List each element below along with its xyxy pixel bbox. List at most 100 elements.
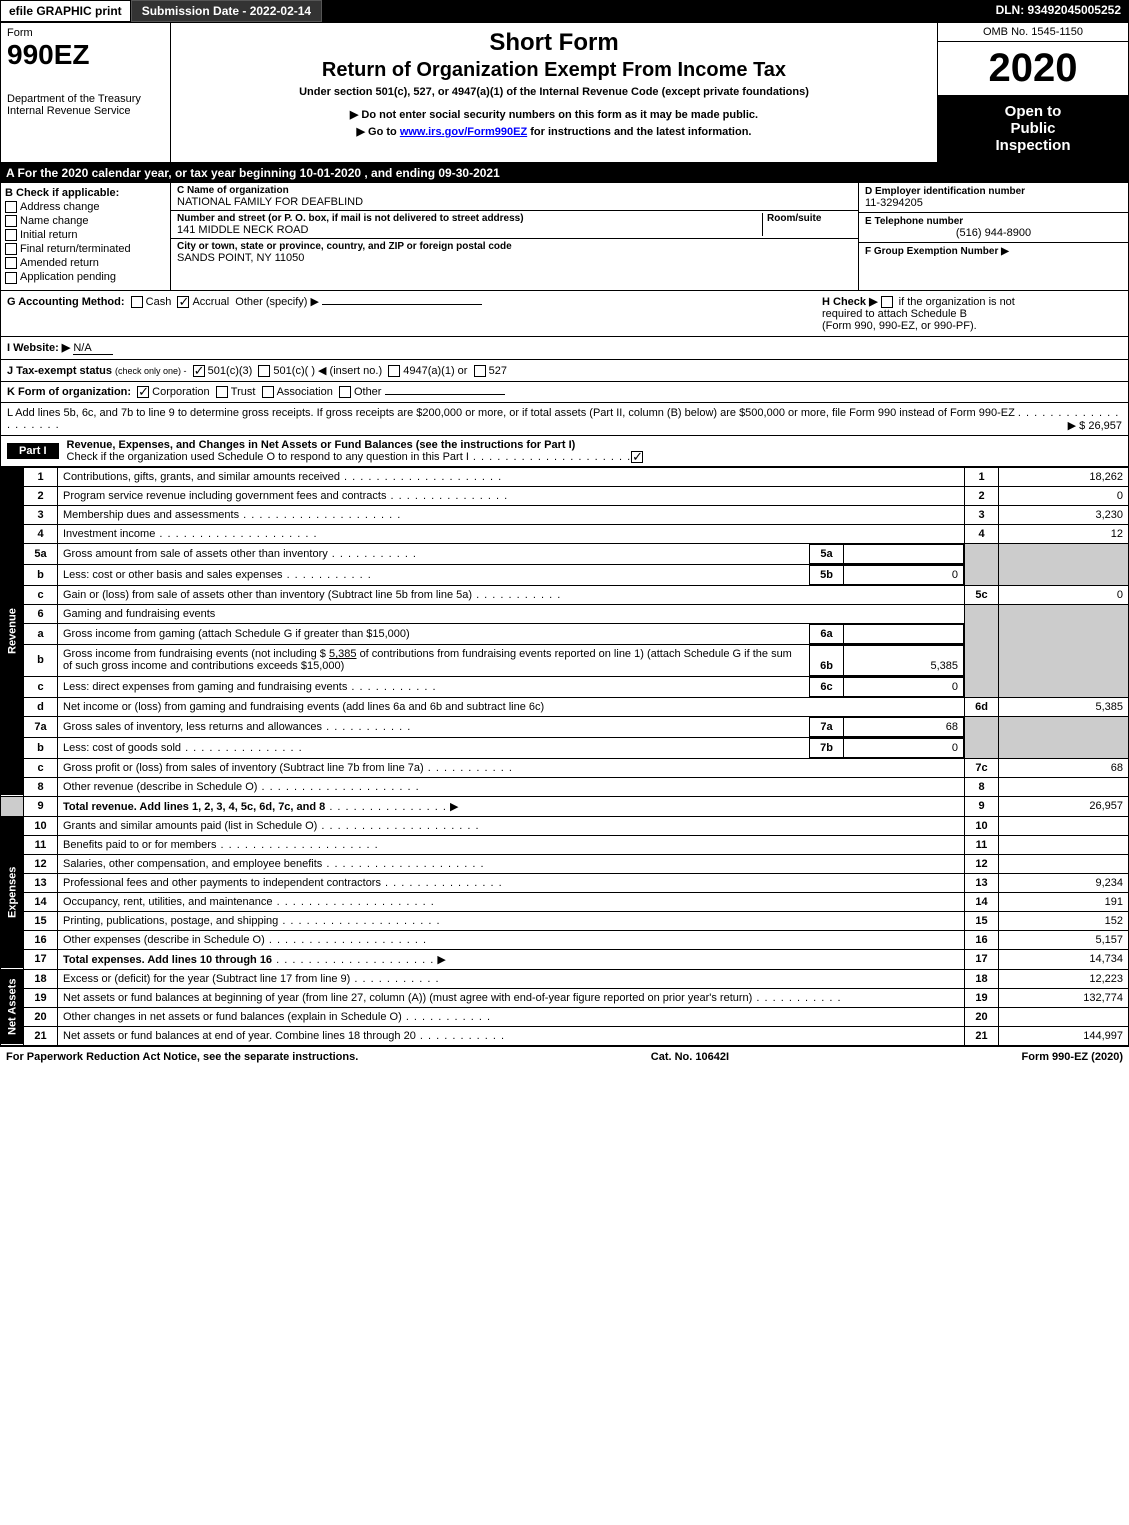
table-row: 2Program service revenue including gover… xyxy=(1,486,1129,505)
corporation-label: Corporation xyxy=(152,386,209,398)
4947-checkbox[interactable] xyxy=(388,365,400,377)
address-change-checkbox[interactable] xyxy=(5,201,17,213)
section-bcd: B Check if applicable: Address change Na… xyxy=(0,183,1129,291)
l4-val: 12 xyxy=(999,524,1129,543)
form-label: Form xyxy=(7,27,164,39)
l18-desc: Excess or (deficit) for the year (Subtra… xyxy=(63,973,350,985)
ein-label: D Employer identification number xyxy=(865,186,1122,197)
omb-number: OMB No. 1545-1150 xyxy=(938,23,1128,42)
l6c-sub: 6c xyxy=(810,677,844,696)
accrual-checkbox[interactable] xyxy=(177,296,189,308)
table-row: 8Other revenue (describe in Schedule O)8 xyxy=(1,777,1129,796)
other-org-label: Other xyxy=(354,386,382,398)
l16-desc: Other expenses (describe in Schedule O) xyxy=(63,934,265,946)
l15-desc: Printing, publications, postage, and shi… xyxy=(63,915,278,927)
table-row: 13Professional fees and other payments t… xyxy=(1,873,1129,892)
l17-val: 14,734 xyxy=(999,949,1129,969)
table-row: cGain or (loss) from sale of assets othe… xyxy=(1,585,1129,604)
l6a-subval xyxy=(844,624,964,643)
association-checkbox[interactable] xyxy=(262,386,274,398)
l6a-sub: 6a xyxy=(810,624,844,643)
opt-address-change: Address change xyxy=(20,201,100,213)
l6a-desc: Gross income from gaming (attach Schedul… xyxy=(63,628,410,640)
trust-checkbox[interactable] xyxy=(216,386,228,398)
h-check-label: H Check ▶ xyxy=(822,296,878,308)
trust-label: Trust xyxy=(231,386,256,398)
l6b-desc1: Gross income from fundraising events (no… xyxy=(63,648,326,660)
table-row: Revenue 1Contributions, gifts, grants, a… xyxy=(1,467,1129,486)
table-row: cGross profit or (loss) from sales of in… xyxy=(1,758,1129,777)
initial-return-checkbox[interactable] xyxy=(5,229,17,241)
l21-val: 144,997 xyxy=(999,1026,1129,1045)
l6d-val: 5,385 xyxy=(999,697,1129,716)
l4-desc: Investment income xyxy=(63,528,155,540)
cash-checkbox[interactable] xyxy=(131,296,143,308)
cash-label: Cash xyxy=(146,296,172,308)
h-text1: if the organization is not xyxy=(899,296,1015,308)
l21-desc: Net assets or fund balances at end of ye… xyxy=(63,1030,416,1042)
l20-val xyxy=(999,1007,1129,1026)
table-row: 17Total expenses. Add lines 10 through 1… xyxy=(1,949,1129,969)
row-k: K Form of organization: Corporation Trus… xyxy=(0,382,1129,403)
box-b-header: B Check if applicable: xyxy=(5,187,166,199)
table-row: 12Salaries, other compensation, and empl… xyxy=(1,854,1129,873)
name-change-checkbox[interactable] xyxy=(5,215,17,227)
opt-application-pending: Application pending xyxy=(20,271,116,283)
schedule-o-checkbox[interactable] xyxy=(631,451,643,463)
dept-irs: Internal Revenue Service xyxy=(7,105,131,117)
form-header: Form 990EZ Department of the Treasury In… xyxy=(0,22,1129,163)
l20-desc: Other changes in net assets or fund bala… xyxy=(63,1011,402,1023)
website-label: I Website: ▶ xyxy=(7,342,70,354)
irs-link[interactable]: www.irs.gov/Form990EZ xyxy=(400,126,527,138)
part1-header-row: Part I Revenue, Expenses, and Changes in… xyxy=(0,436,1129,467)
l6d-desc: Net income or (loss) from gaming and fun… xyxy=(63,701,544,713)
l2-val: 0 xyxy=(999,486,1129,505)
org-name-label: C Name of organization xyxy=(177,185,852,196)
501c3-checkbox[interactable] xyxy=(193,365,205,377)
h-checkbox[interactable] xyxy=(881,296,893,308)
527-label: 527 xyxy=(489,365,507,377)
goto-prefix: ▶ Go to xyxy=(357,126,400,138)
revenue-expenses-table: Revenue 1Contributions, gifts, grants, a… xyxy=(0,467,1129,1046)
l15-val: 152 xyxy=(999,911,1129,930)
footer: For Paperwork Reduction Act Notice, see … xyxy=(0,1046,1129,1067)
city-label: City or town, state or province, country… xyxy=(177,241,852,252)
527-checkbox[interactable] xyxy=(474,365,486,377)
l7a-desc: Gross sales of inventory, less returns a… xyxy=(63,721,322,733)
application-pending-checkbox[interactable] xyxy=(5,272,17,284)
final-return-checkbox[interactable] xyxy=(5,243,17,255)
table-row: Expenses 10Grants and similar amounts pa… xyxy=(1,816,1129,835)
tax-year: 2020 xyxy=(938,42,1128,95)
submission-date-button[interactable]: Submission Date - 2022-02-14 xyxy=(131,0,322,22)
l7b-subval: 0 xyxy=(844,738,964,757)
other-org-input[interactable] xyxy=(385,394,505,395)
l17-desc: Total expenses. Add lines 10 through 16 xyxy=(63,954,272,966)
org-name: NATIONAL FAMILY FOR DEAFBLIND xyxy=(177,196,852,208)
l-val: ▶ $ 26,957 xyxy=(1068,419,1122,432)
corporation-checkbox[interactable] xyxy=(137,386,149,398)
table-row: bLess: cost or other basis and sales exp… xyxy=(1,564,1129,585)
l10-desc: Grants and similar amounts paid (list in… xyxy=(63,820,317,832)
table-row: 16Other expenses (describe in Schedule O… xyxy=(1,930,1129,949)
l13-val: 9,234 xyxy=(999,873,1129,892)
l5a-desc: Gross amount from sale of assets other t… xyxy=(63,548,328,560)
accounting-method-label: G Accounting Method: xyxy=(7,296,125,308)
501c-checkbox[interactable] xyxy=(258,365,270,377)
table-row: 5aGross amount from sale of assets other… xyxy=(1,543,1129,564)
table-row: 9Total revenue. Add lines 1, 2, 3, 4, 5c… xyxy=(1,796,1129,816)
l7b-sub: 7b xyxy=(810,738,844,757)
l7b-desc: Less: cost of goods sold xyxy=(63,742,181,754)
l16-val: 5,157 xyxy=(999,930,1129,949)
l7c-val: 68 xyxy=(999,758,1129,777)
l14-desc: Occupancy, rent, utilities, and maintena… xyxy=(63,896,273,908)
l13-desc: Professional fees and other payments to … xyxy=(63,877,381,889)
ein-val: 11-3294205 xyxy=(865,197,1122,209)
efile-print-button[interactable]: efile GRAPHIC print xyxy=(0,0,131,22)
l12-val xyxy=(999,854,1129,873)
other-org-checkbox[interactable] xyxy=(339,386,351,398)
l11-desc: Benefits paid to or for members xyxy=(63,839,216,851)
opt-initial-return: Initial return xyxy=(20,229,77,241)
table-row: 20Other changes in net assets or fund ba… xyxy=(1,1007,1129,1026)
amended-return-checkbox[interactable] xyxy=(5,257,17,269)
other-specify-input[interactable] xyxy=(322,304,482,305)
